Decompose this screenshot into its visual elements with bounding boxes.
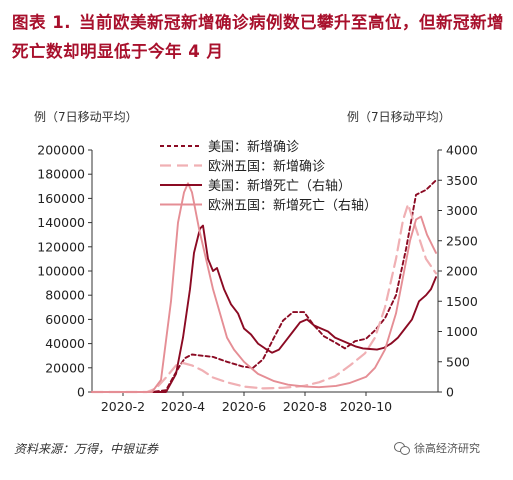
figure-title: 图表 1. 当前欧美新冠新增确诊病例数已攀升至高位，但新冠新增死亡数却明显低于今年… — [12, 8, 507, 66]
left-axis-label: 例（7日移动平均） — [34, 110, 138, 124]
right-tick-label: 1500 — [446, 294, 478, 309]
left-tick-label: 80000 — [45, 288, 85, 303]
left-tick-label: 40000 — [45, 336, 85, 351]
left-tick-label: 200000 — [37, 143, 85, 158]
series-line-3 — [91, 224, 437, 393]
left-tick-label: 100000 — [37, 264, 85, 279]
right-tick-label: 2000 — [446, 264, 478, 279]
figure-number: 图表 1. — [12, 13, 71, 32]
source-note: 资料来源：万得，中银证券 — [14, 442, 159, 456]
right-tick-label: 0 — [446, 385, 454, 400]
wechat-icon — [394, 441, 410, 455]
series-line-1 — [91, 179, 437, 393]
left-tick-label: 0 — [77, 385, 85, 400]
figure-title-text: 当前欧美新冠新增确诊病例数已攀升至高位，但新冠新增死亡数却明显低于今年 4 月 — [12, 13, 504, 61]
legend-label-2: 欧洲五国：新增确诊 — [208, 159, 325, 175]
legend-label-3: 美国：新增死亡（右轴） — [208, 178, 351, 194]
watermark: 徐高经济研究 — [394, 440, 480, 456]
right-tick-label: 3000 — [446, 203, 478, 218]
right-tick-label: 1000 — [446, 324, 478, 339]
right-tick-label: 4000 — [446, 143, 478, 158]
watermark-text: 徐高经济研究 — [414, 442, 480, 455]
left-tick-label: 140000 — [37, 215, 85, 230]
left-tick-label: 60000 — [45, 312, 85, 327]
left-tick-label: 20000 — [45, 360, 85, 375]
right-axis-label: 例（7日移动平均） — [347, 110, 451, 124]
right-tick-label: 500 — [446, 354, 470, 369]
right-tick-label: 3500 — [446, 173, 478, 188]
x-tick-label: 2020-8 — [283, 399, 327, 414]
right-tick-label: 2500 — [446, 233, 478, 248]
series-line-4 — [91, 182, 437, 393]
x-tick-label: 2020-2 — [101, 399, 145, 414]
left-tick-label: 180000 — [37, 167, 85, 182]
legend-label-1: 美国：新增确诊 — [208, 139, 299, 155]
x-tick-label: 2020-10 — [340, 399, 392, 414]
x-tick-label: 2020-6 — [222, 399, 266, 414]
left-tick-label: 160000 — [37, 191, 85, 206]
left-tick-label: 120000 — [37, 239, 85, 254]
x-tick-label: 2020-4 — [161, 399, 205, 414]
legend-label-4: 欧洲五国：新增死亡（右轴） — [208, 198, 377, 214]
series-line-2 — [90, 203, 438, 394]
